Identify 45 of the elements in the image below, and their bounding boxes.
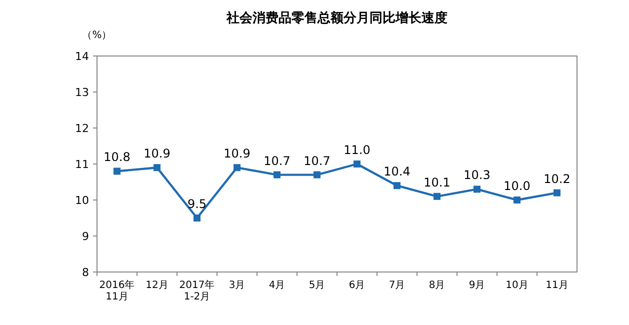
y-tick-label: 8 — [82, 266, 89, 279]
y-tick-label: 13 — [75, 86, 89, 99]
data-label: 11.0 — [344, 143, 370, 157]
x-tick-label: 9月 — [468, 280, 486, 291]
x-tick-label: 4月 — [268, 280, 286, 291]
point — [314, 171, 320, 178]
chart-title: 社会消费品零售总额分月同比增长速度 — [226, 10, 448, 26]
point — [274, 171, 280, 178]
x-tick-label: 2016年 11月 — [99, 279, 135, 302]
data-label: 10.3 — [464, 168, 490, 182]
y-tick-label: 14 — [75, 50, 89, 63]
point — [474, 186, 480, 193]
point — [554, 189, 560, 196]
data-label: 10.4 — [384, 164, 410, 179]
point — [434, 192, 440, 200]
x-tick-label: 12月 — [146, 280, 168, 291]
data-label: 10.0 — [504, 179, 530, 193]
y-tick-label: 11 — [75, 158, 89, 171]
x-tick-label: 8月 — [428, 280, 446, 291]
data-label: 10.9 — [144, 146, 170, 161]
point — [234, 164, 240, 172]
point — [154, 164, 160, 172]
point — [354, 160, 360, 168]
x-tick-label: 2017年 1-2月 — [179, 279, 215, 302]
x-tick-label: 5月 — [308, 280, 326, 291]
data-label: 10.9 — [224, 146, 250, 161]
point — [114, 168, 120, 175]
data-label: 10.2 — [544, 172, 570, 186]
x-tick-label: 6月 — [348, 280, 366, 291]
y-tick-label: 9 — [82, 230, 89, 243]
point — [194, 214, 200, 222]
y-tick-label: 12 — [75, 122, 89, 135]
data-label: 10.1 — [424, 175, 450, 190]
data-label: 10.8 — [104, 150, 130, 164]
x-tick-label: 7月 — [388, 280, 406, 291]
x-tick-label: 3月 — [228, 280, 246, 291]
x-tick-label: 11月 — [546, 280, 568, 291]
point — [514, 196, 520, 204]
y-axis-title: （%） — [82, 30, 112, 41]
data-label: 9.5 — [187, 197, 207, 211]
point — [394, 182, 400, 190]
data-label: 10.7 — [264, 154, 290, 168]
x-tick-label: 10月 — [506, 280, 528, 291]
y-tick-label: 10 — [75, 194, 89, 207]
data-label: 10.7 — [304, 154, 330, 168]
